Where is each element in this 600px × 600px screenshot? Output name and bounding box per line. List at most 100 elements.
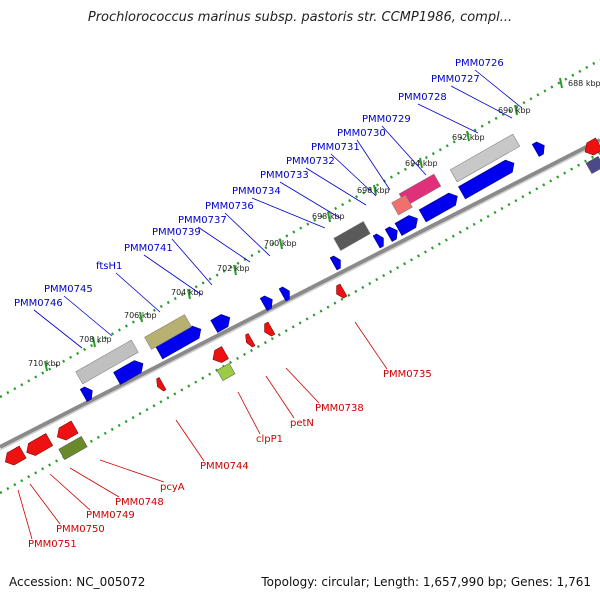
scale-tick-label: 708 kbp xyxy=(79,335,112,344)
scale-tick-label: 690 kbp xyxy=(498,106,531,115)
reverse-label-leader xyxy=(29,483,61,525)
scale-tick-label: 700 kbp xyxy=(264,239,297,248)
forward-label-leader xyxy=(305,167,367,206)
forward-label-leader xyxy=(279,181,341,219)
genome-backbone xyxy=(0,138,600,449)
forward-gene-label[interactable]: ftsH1 xyxy=(96,261,122,272)
forward-gene-label[interactable]: PMM0737 xyxy=(178,215,227,226)
scale-tick-mark xyxy=(373,184,377,196)
reverse-gene-arrow[interactable] xyxy=(243,333,256,348)
reverse-label-leader xyxy=(175,419,205,462)
scale-tick-label: 706 kbp xyxy=(124,311,157,320)
reverse-gene-label[interactable]: PMM0750 xyxy=(56,524,105,535)
forward-gene-label[interactable]: PMM0726 xyxy=(455,58,504,69)
reverse-label-leader xyxy=(237,391,261,435)
forward-label-leader xyxy=(115,272,161,313)
feature-block[interactable] xyxy=(144,314,192,350)
reverse-label-leader xyxy=(49,473,91,511)
forward-gene-arrow[interactable] xyxy=(372,232,387,249)
genome-backbone-shadow xyxy=(0,142,600,451)
feature-block[interactable] xyxy=(216,362,236,382)
forward-label-leader xyxy=(143,254,203,296)
forward-gene-label[interactable]: PMM0730 xyxy=(337,128,386,139)
reverse-gene-arrow[interactable] xyxy=(209,346,229,365)
forward-gene-label[interactable]: PMM0745 xyxy=(44,284,93,295)
forward-label-leader xyxy=(450,85,513,119)
scale-tick-mark xyxy=(514,104,518,116)
reverse-label-leader xyxy=(285,367,320,404)
inner-tick-track xyxy=(0,151,600,495)
forward-gene-arrow[interactable] xyxy=(210,311,234,333)
scale-tick-mark xyxy=(466,130,470,142)
forward-gene-label[interactable]: PMM0739 xyxy=(152,227,201,238)
scale-tick-mark xyxy=(419,157,423,169)
forward-label-leader xyxy=(171,238,213,286)
reverse-gene-label[interactable]: PMM0738 xyxy=(315,403,364,414)
scale-tick-label: 694 kbp xyxy=(405,159,438,168)
reverse-gene-arrow[interactable] xyxy=(2,445,27,468)
forward-label-leader xyxy=(474,69,523,109)
reverse-gene-arrow[interactable] xyxy=(23,433,54,458)
forward-gene-arrow[interactable] xyxy=(329,254,344,271)
forward-label-leader xyxy=(63,295,113,337)
forward-label-leader xyxy=(381,125,427,176)
outer-tick-track xyxy=(0,58,600,399)
scale-tick-mark xyxy=(92,336,96,348)
scale-tick-label: 710 kbp xyxy=(28,359,61,368)
forward-gene-arrow[interactable] xyxy=(418,190,461,223)
reverse-label-leader xyxy=(99,459,165,483)
scale-tick-label: 704 kbp xyxy=(171,288,204,297)
feature-block[interactable] xyxy=(333,221,371,251)
reverse-gene-label[interactable]: pcyA xyxy=(160,482,185,493)
forward-gene-label[interactable]: PMM0731 xyxy=(311,142,360,153)
reverse-label-leader xyxy=(69,467,120,498)
feature-block[interactable] xyxy=(75,339,139,385)
scale-tick-mark xyxy=(559,77,563,89)
forward-label-leader xyxy=(330,153,377,197)
forward-gene-arrow[interactable] xyxy=(259,293,276,311)
reverse-gene-arrow[interactable] xyxy=(154,377,167,392)
forward-gene-label[interactable]: PMM0734 xyxy=(232,186,281,197)
forward-gene-label[interactable]: PMM0736 xyxy=(205,201,254,212)
reverse-gene-arrow[interactable] xyxy=(261,321,276,338)
forward-gene-label[interactable]: PMM0733 xyxy=(260,170,309,181)
feature-block[interactable] xyxy=(391,194,413,216)
reverse-gene-label[interactable]: clpP1 xyxy=(256,434,283,445)
forward-gene-label[interactable]: PMM0729 xyxy=(362,114,411,125)
forward-gene-arrow[interactable] xyxy=(384,224,401,242)
forward-gene-label[interactable]: PMM0746 xyxy=(14,298,63,309)
reverse-gene-label[interactable]: PMM0735 xyxy=(383,369,432,380)
forward-label-leader xyxy=(33,309,83,349)
map-title: Prochlorococcus marinus subsp. pastoris … xyxy=(87,10,513,25)
gene-labels-layer: PMM0726 PMM0727 PMM0728 PMM0729 PMM0730 PMM07… xyxy=(14,58,523,550)
forward-gene-label[interactable]: PMM0732 xyxy=(286,156,335,167)
forward-gene-arrow[interactable] xyxy=(278,285,293,302)
forward-gene-arrow[interactable] xyxy=(531,139,548,157)
reverse-gene-arrow[interactable] xyxy=(333,283,348,300)
forward-gene-arrow[interactable] xyxy=(458,157,517,200)
forward-label-leader xyxy=(197,226,251,263)
reverse-gene-label[interactable]: PMM0748 xyxy=(115,497,164,508)
feature-block[interactable] xyxy=(449,133,521,183)
forward-label-leader xyxy=(356,139,391,191)
forward-gene-arrow[interactable] xyxy=(79,384,96,402)
accession-text: Accession: NC_005072 xyxy=(9,575,146,589)
forward-label-leader xyxy=(251,197,326,229)
reverse-gene-label[interactable]: PMM0751 xyxy=(28,539,77,550)
forward-gene-label[interactable]: PMM0728 xyxy=(398,92,447,103)
reverse-gene-label[interactable]: PMM0744 xyxy=(200,461,249,472)
reverse-gene-arrow[interactable] xyxy=(54,420,79,443)
forward-gene-arrow[interactable] xyxy=(394,212,421,236)
forward-gene-arrow[interactable] xyxy=(113,358,146,385)
forward-gene-label[interactable]: PMM0727 xyxy=(431,74,480,85)
feature-block[interactable] xyxy=(585,155,600,175)
reverse-gene-label[interactable]: PMM0749 xyxy=(86,510,135,521)
forward-gene-label[interactable]: PMM0741 xyxy=(124,243,173,254)
reverse-gene-label[interactable]: petN xyxy=(290,418,314,429)
reverse-gene-arrow[interactable] xyxy=(582,137,600,158)
reverse-label-leader xyxy=(265,375,295,419)
scale-tick-mark xyxy=(233,264,237,276)
feature-block[interactable] xyxy=(58,436,88,460)
scale-tick-label: 696 kbp xyxy=(357,186,390,195)
